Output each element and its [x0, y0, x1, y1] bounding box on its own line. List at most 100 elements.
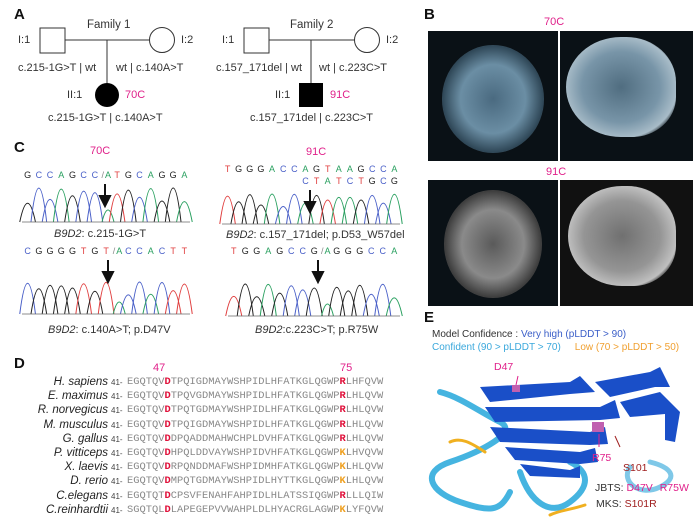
panel-label-e: E — [424, 309, 435, 326]
protein-sequence: EGQTQTDCPSVFENAHFAHPIDLHLATSSIQGWPRLLLQI… — [127, 489, 384, 502]
start-position: 41- — [111, 406, 123, 416]
trace-peak — [19, 282, 36, 315]
base-letter-second: G — [369, 176, 376, 186]
beta-sheet — [480, 367, 680, 478]
base-separator: / — [102, 170, 105, 180]
base-letter: T — [170, 246, 176, 256]
confident-region — [624, 459, 674, 493]
species-name: X. laevis — [64, 461, 108, 474]
trace4-caption: B9D2:c.223C>T; p.R75W — [255, 324, 378, 337]
base-letter: C — [24, 246, 31, 256]
base-letter-second: G — [391, 176, 398, 186]
trace-peak — [328, 286, 346, 317]
trace-peak — [97, 281, 115, 315]
protein-sequence: EGQTQVDTPQIGDMAYWSHPIDLHFATKGLQGWPRLHFQV… — [127, 376, 384, 388]
d47-label: D47 — [494, 361, 514, 373]
species-name: P. vitticeps — [53, 447, 108, 459]
trace-peak — [319, 199, 336, 225]
base-letter: G — [91, 246, 98, 256]
base-letter: A — [391, 246, 397, 256]
start-position: 41- — [111, 434, 123, 444]
protein-sequence: EGQTQVDTPQIGDMAYWSHPIDLHFATKGLQGWPRLHLQV… — [127, 418, 384, 431]
base-letter: G — [69, 170, 76, 180]
trace-peak — [363, 194, 381, 225]
species-name: E. maximus — [47, 390, 108, 403]
trace-peak — [64, 195, 81, 223]
trace-peak — [386, 193, 403, 225]
base-letter: C — [380, 164, 387, 174]
f1-father-symbol — [39, 27, 66, 54]
gene-name: B9D2 — [255, 324, 283, 336]
start-position: 41- — [111, 449, 123, 458]
base-letter: A — [148, 246, 154, 256]
f2-ii1-label: II:1 — [275, 89, 291, 101]
protein-sequence: EGQTQVDHPQLDDVAYWSHPIDVHFATKGLQGWPKLHVQV… — [127, 447, 384, 459]
species-name: H. sapiens — [53, 376, 108, 388]
base-letter: C — [80, 170, 87, 180]
f2-i2-label: I:2 — [386, 34, 399, 46]
trace-peak — [75, 190, 93, 223]
trace-peak — [225, 295, 243, 317]
trace-peak — [230, 201, 247, 225]
trace-peak — [305, 287, 323, 317]
start-position: 41- — [111, 463, 123, 473]
base-letter: C — [47, 170, 54, 180]
base-letter: G — [35, 246, 42, 256]
low-region — [548, 503, 587, 517]
base-letter: G — [24, 170, 31, 180]
f2-affected-child-symbol — [299, 83, 323, 107]
trace-peak — [86, 192, 104, 223]
position-75-label: 75 — [340, 362, 353, 374]
base-letter: T — [114, 170, 120, 180]
base-letter: G — [313, 164, 320, 174]
trace-peak — [119, 294, 137, 315]
mks-label: MKS: — [596, 498, 625, 510]
trace-peak — [142, 188, 160, 223]
trace-peak — [153, 282, 171, 315]
trace-peak — [341, 197, 359, 225]
trace-peak — [164, 290, 182, 315]
mutation-text: : c.140A>T; p.D47V — [75, 324, 171, 336]
trace-peak — [330, 197, 348, 225]
start-position: 41- — [111, 420, 123, 430]
trace-peak — [362, 294, 380, 317]
base-calls: G C C A G C C / A T G C A G G A — [24, 170, 187, 180]
base-letter-second: C — [380, 176, 387, 186]
s101-pointer — [614, 435, 621, 448]
base-letter: G — [257, 164, 264, 174]
base-letter: C — [300, 246, 307, 256]
confident-region — [517, 459, 588, 511]
base-letter: A — [391, 164, 397, 174]
trace-peak — [131, 281, 148, 315]
start-position: 41- — [111, 378, 123, 387]
base-letter: C — [92, 170, 99, 180]
base-separator: / — [321, 246, 324, 256]
trace1-caption: B9D2: c.215-1G>T — [54, 228, 146, 241]
protein-sequence: SGQTQLDLAPEGEPVVWAHPLDLHYACRGLAGWPKLYFQV… — [127, 503, 384, 516]
trace-peak — [119, 189, 137, 223]
trace-peak — [375, 202, 392, 225]
base-calls: T G G A G C C G / A G G G C C A — [231, 246, 397, 256]
base-letter-second: C — [347, 176, 354, 186]
mri-label-91c: 91C — [546, 166, 567, 178]
f2-mother-symbol — [354, 27, 380, 53]
trace-peak — [271, 292, 289, 317]
base-letter: G — [242, 246, 249, 256]
base-letter: A — [336, 164, 342, 174]
sanger-title-70c: 70C — [90, 145, 111, 157]
low-region — [448, 438, 487, 454]
trace-peak — [131, 197, 148, 223]
mutation-arrow — [101, 260, 115, 285]
base-letter: G — [345, 246, 352, 256]
base-letter: A — [148, 170, 154, 180]
start-position: 41- — [111, 505, 123, 515]
f1-i1-label: I:1 — [18, 34, 31, 46]
trace-peak — [352, 199, 370, 225]
trace-peak-alt — [101, 209, 115, 223]
trace-peak — [30, 187, 48, 223]
confidence-legend-row1: Model Confidence : Very high (pLDDT > 90… — [432, 329, 626, 341]
trace-peak — [41, 199, 59, 223]
trace-peak — [294, 289, 312, 317]
species-name: C.reinhardtii — [46, 503, 108, 516]
trace-peak — [30, 288, 48, 315]
